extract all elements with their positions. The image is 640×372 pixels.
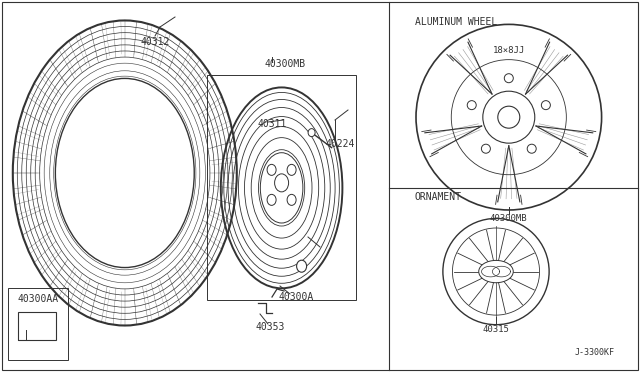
Ellipse shape	[504, 74, 513, 83]
Ellipse shape	[287, 164, 296, 175]
Ellipse shape	[56, 78, 195, 267]
Text: J-3300KF: J-3300KF	[575, 348, 615, 357]
Bar	[207, 76, 356, 300]
Text: 40315: 40315	[483, 324, 509, 334]
Bar	[18, 312, 56, 340]
Text: 40300MB: 40300MB	[490, 214, 527, 222]
Ellipse shape	[443, 218, 549, 325]
Text: 40353: 40353	[255, 322, 285, 332]
Ellipse shape	[275, 174, 289, 192]
Ellipse shape	[267, 194, 276, 205]
Ellipse shape	[479, 260, 513, 283]
Ellipse shape	[467, 101, 476, 110]
Ellipse shape	[416, 25, 602, 210]
Text: ORNAMENT: ORNAMENT	[415, 192, 462, 202]
Ellipse shape	[481, 144, 490, 153]
Ellipse shape	[527, 144, 536, 153]
Text: 40312: 40312	[140, 37, 170, 47]
Ellipse shape	[287, 194, 296, 205]
Text: 40300MB: 40300MB	[264, 59, 305, 69]
Bar	[8, 288, 68, 360]
Text: 40300A: 40300A	[278, 292, 314, 302]
Text: 18×8JJ: 18×8JJ	[493, 45, 525, 55]
Text: 40300AA: 40300AA	[17, 294, 59, 304]
Ellipse shape	[296, 260, 307, 272]
Ellipse shape	[541, 101, 550, 110]
Ellipse shape	[260, 153, 303, 223]
Ellipse shape	[483, 91, 535, 143]
Text: 40311: 40311	[257, 119, 287, 129]
Text: ALUMINUM WHEEL: ALUMINUM WHEEL	[415, 17, 497, 27]
Text: 40224: 40224	[325, 139, 355, 149]
Ellipse shape	[308, 129, 315, 137]
Ellipse shape	[267, 164, 276, 175]
Ellipse shape	[498, 106, 520, 128]
